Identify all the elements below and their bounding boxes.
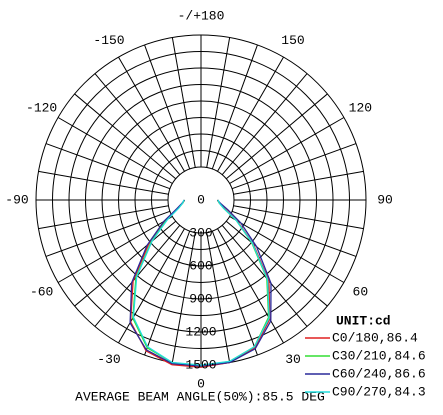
grid-circle [151,150,251,250]
curve [132,199,270,366]
angle-label: 90 [377,192,393,207]
legend-label: C90/270,84.3 [332,384,426,399]
angle-label: 150 [281,33,304,48]
angle-label: 60 [353,284,369,299]
legend-label: C0/180,86.4 [332,330,418,345]
r-tick-label: 1500 [185,357,216,372]
r-tick-label: 900 [189,291,212,306]
angle-label: 0 [197,376,205,391]
r-tick-label: 300 [189,225,212,240]
curves: C0/180,86.4 C30/210,84.6 C60/240,86.6 C90/2… [129,192,426,399]
footer: AVERAGE BEAM ANGLE(50%):85.5 DEG [75,389,325,404]
r-tick-label: 600 [189,258,212,273]
grid-circle [118,117,284,283]
legend-label: C30/210,84.6 [332,348,426,363]
grid-circle [134,133,268,267]
grid-circle [52,51,350,349]
angle-label: -90 [5,192,28,207]
legend-label: C60/240,86.6 [332,366,426,381]
curve [129,199,272,367]
r-tick-label: 1200 [185,324,216,339]
angle-label: 30 [285,352,301,367]
angle-label: -60 [30,284,53,299]
r-tick-label: 0 [197,192,205,207]
grid-circle [68,67,334,333]
angle-label: 120 [349,100,372,115]
grid-circle [167,166,235,234]
angle-label: -/+180 [178,8,225,23]
angle-label: -150 [93,33,124,48]
grid-circle [101,100,301,300]
angle-label: -120 [26,100,57,115]
unit-label: UNIT:cd [336,313,391,328]
grid-circle [85,84,317,316]
angle-label: -30 [97,352,120,367]
grid [35,34,367,366]
